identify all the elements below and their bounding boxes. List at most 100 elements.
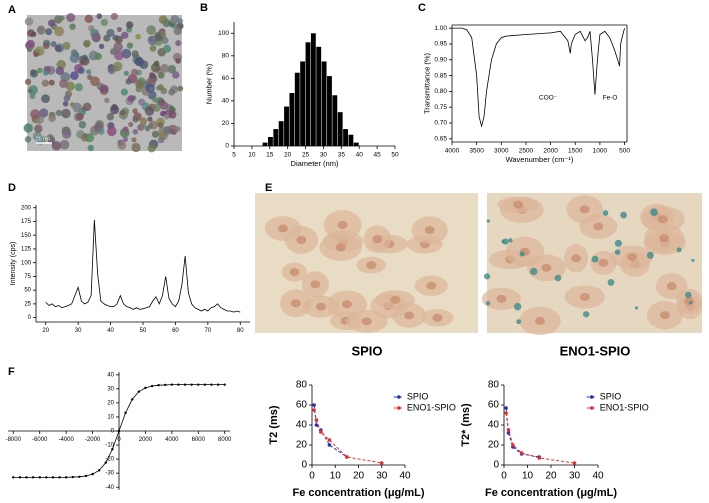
legend-label: SPIO bbox=[600, 391, 622, 401]
particle bbox=[42, 42, 50, 50]
data-point bbox=[519, 451, 524, 455]
nucleus bbox=[366, 261, 377, 270]
bar bbox=[273, 129, 279, 146]
particle bbox=[48, 79, 55, 86]
y-tick-label: 60 bbox=[222, 75, 230, 82]
x-tick-label: 40 bbox=[592, 471, 604, 482]
bar bbox=[343, 129, 348, 146]
data-line bbox=[313, 409, 382, 464]
data-point bbox=[197, 383, 200, 386]
particle bbox=[59, 139, 70, 150]
y-tick-label: -40 bbox=[105, 485, 114, 491]
data-point bbox=[71, 475, 74, 479]
particle bbox=[24, 17, 34, 26]
data-point bbox=[137, 390, 141, 393]
microscopy-image bbox=[481, 193, 703, 336]
bar bbox=[332, 95, 338, 146]
particle bbox=[147, 116, 153, 122]
particle bbox=[132, 108, 138, 114]
particle bbox=[55, 66, 65, 76]
iron-stain bbox=[583, 311, 590, 318]
data-point bbox=[210, 383, 213, 386]
particle bbox=[29, 92, 36, 99]
particle bbox=[128, 121, 134, 127]
data-point bbox=[164, 383, 167, 387]
particle bbox=[141, 123, 147, 129]
particle bbox=[139, 117, 148, 125]
x-tick-label: 30 bbox=[320, 151, 328, 158]
x-tick-label: 0 bbox=[501, 471, 507, 482]
nucleus bbox=[579, 292, 590, 301]
data-point bbox=[58, 476, 61, 479]
legend-label: ENO1-SPIO bbox=[600, 402, 649, 412]
y-tick-label: 0.90 bbox=[434, 57, 447, 64]
particle bbox=[62, 41, 71, 50]
data-point bbox=[312, 408, 316, 412]
particle bbox=[131, 50, 139, 58]
legend-label: SPIO bbox=[407, 391, 429, 401]
bar bbox=[278, 121, 284, 146]
particle bbox=[151, 130, 160, 138]
data-point bbox=[537, 456, 542, 460]
data-point bbox=[51, 476, 55, 479]
y-tick-label: 60 bbox=[488, 400, 500, 411]
particle bbox=[152, 97, 158, 103]
particle bbox=[163, 113, 170, 120]
scale-bar-label: 20 nm bbox=[36, 136, 50, 142]
y-tick-label: 10 bbox=[107, 415, 114, 421]
bar bbox=[337, 112, 343, 146]
y-tick-label: 80 bbox=[296, 380, 308, 391]
particle bbox=[96, 13, 103, 19]
nucleus bbox=[684, 297, 695, 306]
particle bbox=[100, 18, 109, 27]
iron-stain bbox=[614, 249, 621, 255]
particle bbox=[135, 33, 141, 40]
x-tick-label: 8000 bbox=[218, 437, 232, 443]
particle bbox=[72, 102, 83, 113]
y-tick-label: 40 bbox=[488, 420, 500, 431]
particle bbox=[177, 18, 183, 24]
y-tick-label: 0.95 bbox=[434, 41, 447, 48]
data-point bbox=[97, 469, 101, 472]
particle bbox=[94, 52, 102, 61]
particle bbox=[30, 109, 41, 120]
x-tick-label: 2000 bbox=[139, 437, 153, 443]
particle bbox=[80, 133, 89, 142]
particle bbox=[55, 109, 63, 117]
x-tick-label: 4000 bbox=[445, 147, 460, 154]
data-point bbox=[203, 383, 207, 386]
panel-label: C bbox=[418, 2, 426, 14]
nucleus bbox=[296, 235, 307, 244]
y-tick-label: 0 bbox=[111, 429, 115, 435]
iron-stain bbox=[529, 267, 538, 276]
data-point bbox=[84, 474, 88, 478]
data-line bbox=[452, 27, 625, 128]
iron-stain bbox=[519, 251, 525, 257]
iron-stain bbox=[602, 210, 609, 216]
particle bbox=[146, 25, 156, 35]
nucleus bbox=[593, 222, 604, 231]
particle bbox=[91, 32, 101, 42]
y-tick-label: 100 bbox=[218, 30, 229, 37]
x-tick-label: 15 bbox=[266, 151, 274, 158]
particle bbox=[175, 57, 182, 64]
particle bbox=[110, 12, 118, 21]
y-tick-label: 1.00 bbox=[434, 25, 447, 32]
particle bbox=[159, 63, 169, 73]
particle bbox=[114, 35, 123, 44]
particle bbox=[24, 136, 32, 143]
data-point bbox=[78, 475, 81, 478]
particle bbox=[125, 78, 132, 85]
particle bbox=[130, 68, 139, 77]
particle bbox=[54, 44, 62, 53]
particle bbox=[45, 28, 53, 36]
particle bbox=[87, 144, 94, 152]
y-tick-label: -10 bbox=[105, 443, 114, 449]
x-tick-label: -2000 bbox=[85, 437, 101, 443]
data-point bbox=[379, 461, 384, 465]
legend-marker bbox=[397, 406, 401, 410]
bar bbox=[289, 93, 295, 146]
x-tick-label: 3000 bbox=[494, 147, 509, 154]
bar bbox=[321, 61, 327, 146]
